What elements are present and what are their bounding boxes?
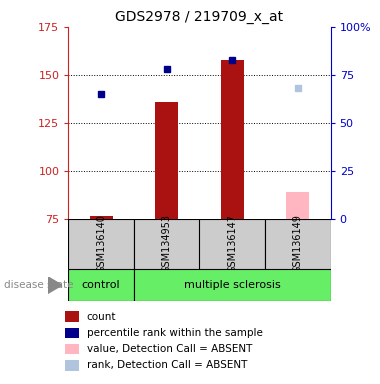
Text: GSM136149: GSM136149 [293, 214, 303, 273]
Bar [265, 219, 331, 269]
Bar [68, 269, 134, 301]
Text: GSM136147: GSM136147 [227, 214, 237, 273]
Title: GDS2978 / 219709_x_at: GDS2978 / 219709_x_at [116, 10, 283, 25]
Bar [134, 219, 200, 269]
Bar [68, 219, 134, 269]
Bar [90, 216, 112, 219]
Bar [155, 102, 178, 219]
Text: multiple sclerosis: multiple sclerosis [184, 280, 281, 290]
Bar [200, 219, 265, 269]
Text: rank, Detection Call = ABSENT: rank, Detection Call = ABSENT [87, 360, 247, 370]
Bar [287, 192, 309, 219]
Text: GSM134953: GSM134953 [162, 214, 172, 273]
Bar [221, 60, 244, 219]
Text: disease state: disease state [4, 280, 73, 290]
Text: control: control [82, 280, 120, 290]
Text: count: count [87, 312, 116, 322]
Text: percentile rank within the sample: percentile rank within the sample [87, 328, 263, 338]
Text: value, Detection Call = ABSENT: value, Detection Call = ABSENT [87, 344, 252, 354]
Polygon shape [48, 276, 62, 293]
Bar [134, 269, 331, 301]
Text: GSM136140: GSM136140 [96, 214, 106, 273]
